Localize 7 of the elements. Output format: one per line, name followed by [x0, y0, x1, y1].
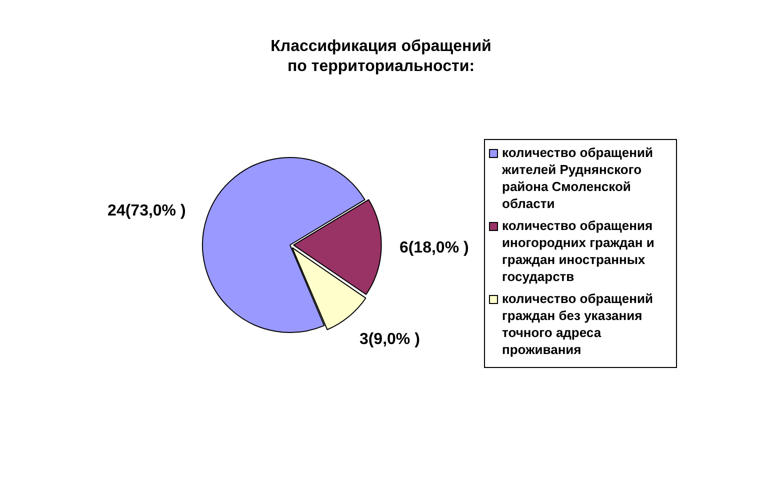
- legend-label: количество обращений жителей Руднянского района Смоленской области: [502, 144, 654, 212]
- data-label: 3(9,0% ): [359, 331, 420, 348]
- data-label: 6(18,0% ): [399, 239, 469, 256]
- chart-title: Классификация обращений по территориальности:: [270, 37, 492, 77]
- legend-label: количество обращений граждан без указания точного адреса проживания: [502, 290, 654, 358]
- legend-label: количество обращения иногородних граждан и граждан иностранных государств: [502, 217, 656, 285]
- data-label: 24(73,0% ): [108, 202, 186, 220]
